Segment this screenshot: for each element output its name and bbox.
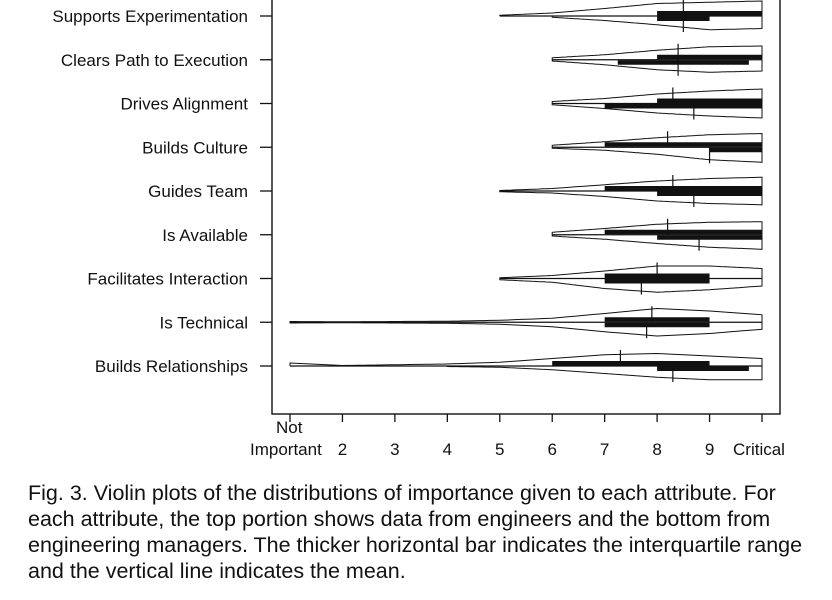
engineers-iqr-bar <box>604 229 762 235</box>
x-tick-label: 7 <box>600 440 609 459</box>
managers-iqr-bar <box>604 104 762 109</box>
x-tick-label: Not <box>276 418 303 437</box>
engineers-density <box>289 352 763 367</box>
violin-2 <box>551 43 763 76</box>
managers-density <box>551 147 763 163</box>
managers-iqr-bar <box>617 60 749 65</box>
violins <box>289 0 763 382</box>
engineers-iqr-bar <box>552 361 710 366</box>
managers-iqr-bar <box>657 191 762 196</box>
plot-frame <box>271 0 781 415</box>
violin-9 <box>289 350 763 382</box>
engineers-density <box>499 265 763 279</box>
violin-5 <box>499 175 763 207</box>
x-tick-label: 2 <box>338 440 347 459</box>
engineers-density <box>499 0 763 16</box>
managers-iqr-bar <box>657 235 762 240</box>
managers-iqr-bar <box>604 279 710 284</box>
violin-4 <box>551 131 763 164</box>
managers-density <box>551 16 763 31</box>
engineers-iqr-bar <box>604 186 762 191</box>
x-tick-label: 4 <box>443 440 452 459</box>
figure-caption: Fig. 3. Violin plots of the distribution… <box>28 481 803 583</box>
category-label: Is Technical <box>159 313 248 332</box>
category-label: Builds Relationships <box>95 357 248 376</box>
category-label: Facilitates Interaction <box>87 270 248 289</box>
x-axis: Not Important 2 3 4 5 6 7 8 9 Critical <box>250 414 785 459</box>
violin-chart: Supports Experimentation Clears Path to E… <box>52 0 785 459</box>
engineers-iqr-bar <box>604 317 710 322</box>
x-tick-label: Critical <box>733 440 785 459</box>
violin-6 <box>551 218 763 251</box>
category-label: Builds Culture <box>142 138 248 157</box>
category-label: Guides Team <box>148 182 248 201</box>
x-tick-label: Important <box>250 440 322 459</box>
managers-iqr-bar <box>657 366 749 371</box>
violin-1 <box>499 0 763 32</box>
managers-iqr-bar <box>604 322 710 328</box>
x-tick-label: 6 <box>547 440 556 459</box>
managers-density <box>499 191 763 206</box>
engineers-iqr-bar <box>657 98 762 103</box>
x-tick-label: 5 <box>495 440 504 459</box>
engineers-iqr-bar <box>604 142 762 147</box>
managers-density <box>551 103 763 119</box>
engineers-density <box>551 88 763 104</box>
x-tick-label: 9 <box>705 440 714 459</box>
engineers-density <box>551 45 763 60</box>
managers-density <box>551 234 763 250</box>
violin-7 <box>499 262 763 295</box>
category-label: Drives Alignment <box>120 95 248 114</box>
violin-8 <box>289 306 763 339</box>
engineers-density <box>551 221 763 235</box>
managers-density <box>551 59 763 73</box>
engineers-iqr-bar <box>657 11 762 16</box>
x-tick-label: 3 <box>390 440 399 459</box>
category-label: Clears Path to Execution <box>61 51 248 70</box>
engineers-density <box>551 132 763 148</box>
category-labels: Supports Experimentation Clears Path to E… <box>52 7 272 376</box>
managers-iqr-bar <box>709 147 762 153</box>
category-label: Supports Experimentation <box>52 7 248 26</box>
x-tick-label: 8 <box>652 440 661 459</box>
managers-density <box>446 366 763 381</box>
managers-density <box>499 278 763 293</box>
engineers-iqr-bar <box>657 54 762 60</box>
violin-3 <box>551 87 763 120</box>
category-label: Is Available <box>162 226 248 245</box>
engineers-density <box>289 307 763 323</box>
managers-density <box>289 322 763 337</box>
engineers-density <box>499 176 763 191</box>
